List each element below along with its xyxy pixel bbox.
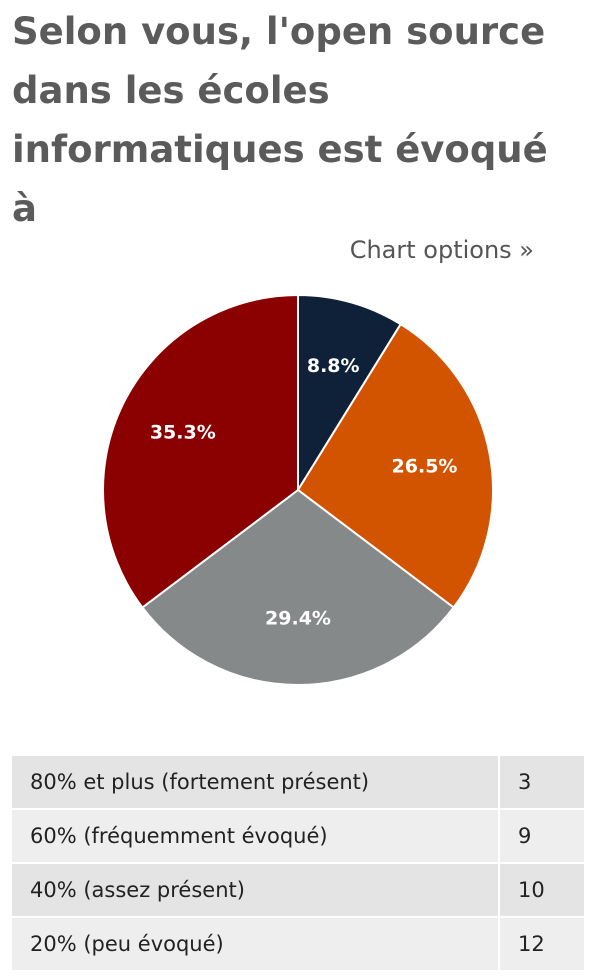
table-row: 20% (peu évoqué) 12 (12, 917, 584, 972)
table-row: 60% (fréquemment évoqué) 9 (12, 809, 584, 864)
slice-percent-label: 8.8% (307, 355, 360, 377)
slice-percent-label: 26.5% (392, 455, 458, 477)
page-title: Selon vous, l'open source dans les école… (12, 10, 548, 230)
slice-percent-label: 29.4% (265, 608, 331, 630)
row-label: 60% (fréquemment évoqué) (12, 809, 499, 864)
row-label: 80% et plus (fortement présent) (12, 756, 499, 810)
results-table: 80% et plus (fortement présent) 3 60% (f… (12, 756, 584, 972)
row-count: 12 (498, 917, 584, 972)
row-count: 9 (498, 809, 584, 864)
pie-chart-svg: 8.8% 26.5% 29.4% 35.3% (102, 293, 494, 686)
row-label: 20% (peu évoqué) (12, 917, 499, 972)
pie-slice (140, 488, 456, 686)
table-row: 40% (assez présent) 10 (12, 863, 584, 918)
pie-slice (297, 293, 403, 494)
row-count: 10 (498, 863, 584, 918)
row-count: 3 (498, 756, 584, 810)
pie-slice (296, 322, 494, 609)
table-row: 80% et plus (fortement présent) 3 (12, 756, 584, 810)
row-label: 40% (assez présent) (12, 863, 499, 918)
slice-percent-label: 35.3% (150, 422, 216, 444)
pie-slice (102, 293, 299, 609)
chart-options-link[interactable]: Chart options » (349, 236, 534, 264)
pie-chart: 8.8% 26.5% 29.4% 35.3% (0, 280, 590, 710)
